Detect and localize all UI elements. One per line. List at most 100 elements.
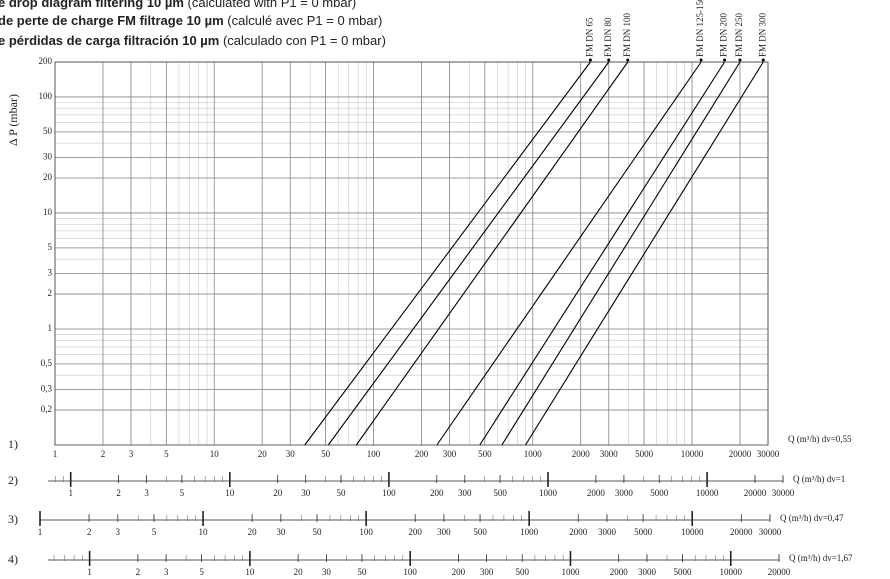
- series-line: [355, 61, 629, 446]
- y-tick-label: 0,2: [41, 404, 52, 414]
- scale-tick-label: 3000: [638, 567, 657, 577]
- scale-tick-label: 200: [430, 488, 444, 498]
- series-label: FM DN 100: [622, 12, 632, 57]
- scale-tick-label: 30: [301, 488, 311, 498]
- series-label: FM DN 80: [603, 17, 613, 57]
- y-tick-label: 1: [48, 323, 53, 333]
- series-line: [525, 61, 764, 446]
- y-tick-label: 5: [48, 242, 53, 252]
- series-label: FM DN 65: [584, 17, 594, 57]
- y-tick-label: 0,5: [41, 358, 53, 368]
- series-line: [304, 61, 591, 446]
- title-line: de perte de charge FM filtrage 10 µm (ca…: [0, 13, 382, 28]
- scale-tick-label: 5000: [673, 567, 692, 577]
- title-line: e pérdidas de carga filtración 10 µm (ca…: [0, 33, 386, 48]
- scale-tick-label: 5000: [634, 527, 653, 537]
- x-tick-label: 20: [258, 449, 268, 459]
- y-tick-label: 30: [43, 152, 53, 162]
- x-tick-label: 20000: [729, 449, 752, 459]
- y-tick-label: 100: [39, 91, 53, 101]
- scale-tick-label: 5: [199, 567, 204, 577]
- scale-tick-label: 50: [337, 488, 347, 498]
- title-bold: e pérdidas de carga filtración 10 µm: [0, 33, 219, 48]
- scale-tick-label: 1: [38, 527, 43, 537]
- series-line: [501, 61, 741, 446]
- scale-tick-label: 1000: [561, 567, 580, 577]
- scale-tick-label: 500: [473, 527, 487, 537]
- scale-tick-label: 3: [164, 567, 169, 577]
- axis-row-label: 4): [8, 552, 18, 566]
- plot-frame: [54, 61, 769, 446]
- axis-row-label: 1): [8, 437, 18, 451]
- y-tick-label: 2: [48, 288, 53, 298]
- scale-tick-label: 200: [452, 567, 466, 577]
- scale-unit: Q (m³/h) dv=1,67: [789, 553, 853, 563]
- x-tick-label: 1: [53, 449, 58, 459]
- scale-tick-label: 50: [313, 527, 323, 537]
- x-tick-label: 5000: [635, 449, 654, 459]
- scale-tick-label: 10000: [719, 567, 742, 577]
- x-tick-label: 10000: [681, 449, 704, 459]
- scale-tick-label: 1000: [539, 488, 558, 498]
- series-line: [436, 61, 702, 446]
- scale-tick-label: 10000: [696, 488, 719, 498]
- x-tick-label: 2000: [572, 449, 591, 459]
- scale-tick-label: 500: [515, 567, 529, 577]
- series-marker: [588, 58, 592, 62]
- scale-unit: Q (m³/h) dv=1: [793, 474, 845, 484]
- y-tick-label: 3: [48, 268, 53, 278]
- x-tick-label: 50: [321, 449, 331, 459]
- scale-tick-label: 20000: [744, 488, 767, 498]
- scale-tick-label: 20000: [768, 567, 791, 577]
- x-tick-label: 30000: [757, 449, 780, 459]
- scale-tick-label: 3000: [615, 488, 634, 498]
- x-tick-label: 1000: [524, 449, 543, 459]
- title-bold: de perte de charge FM filtrage 10 µm: [0, 13, 224, 28]
- series-label: FM DN 200: [719, 12, 729, 57]
- x-tick-label: 30: [286, 449, 296, 459]
- series-label: FM DN 300: [757, 12, 767, 57]
- scale-tick-label: 300: [458, 488, 472, 498]
- scale-tick-label: 300: [437, 527, 451, 537]
- x-tick-label: 3000: [600, 449, 619, 459]
- y-tick-label: 0,3: [41, 384, 53, 394]
- x-tick-label: 200: [415, 449, 429, 459]
- title-normal: (calculado con P1 = 0 mbar): [219, 33, 386, 48]
- scale-tick-label: 300: [480, 567, 494, 577]
- x-axis-unit: Q (m³/h) dv=0,55: [788, 434, 852, 444]
- scale-tick-label: 2: [87, 527, 92, 537]
- x-tick-label: 300: [443, 449, 457, 459]
- y-axis-label: Δ P (mbar): [6, 94, 20, 146]
- x-tick-label: 500: [478, 449, 492, 459]
- scale-tick-label: 200: [408, 527, 422, 537]
- scale-tick-label: 1: [87, 567, 92, 577]
- y-tick-label: 20: [43, 172, 53, 182]
- x-tick-label: 2: [101, 449, 106, 459]
- series-marker: [626, 58, 630, 62]
- scale-tick-label: 500: [493, 488, 507, 498]
- scale-tick-label: 2: [136, 567, 141, 577]
- scale-tick-label: 10: [225, 488, 235, 498]
- y-tick-label: 50: [43, 126, 53, 136]
- series-marker: [607, 58, 611, 62]
- title-normal: (calculé avec P1 = 0 mbar): [224, 13, 383, 28]
- y-tick-label: 200: [39, 56, 53, 66]
- scale-tick-label: 20000: [730, 527, 753, 537]
- scale-tick-label: 100: [382, 488, 396, 498]
- title-bold: e drop diagram filtering 10 µm: [0, 0, 184, 10]
- scale-tick-label: 5000: [650, 488, 669, 498]
- scale-tick-label: 5: [152, 527, 157, 537]
- title-line: e drop diagram filtering 10 µm (calculat…: [0, 0, 356, 10]
- series-line: [327, 61, 610, 446]
- series-marker: [738, 58, 742, 62]
- scale-tick-label: 20: [273, 488, 283, 498]
- scale-tick-label: 10000: [681, 527, 704, 537]
- title-normal: (calculated with P1 = 0 mbar): [184, 0, 356, 10]
- scale-tick-label: 1: [68, 488, 73, 498]
- scale-tick-label: 10: [199, 527, 209, 537]
- series-marker: [723, 58, 727, 62]
- scale-tick-label: 2000: [569, 527, 588, 537]
- scale-tick-label: 5: [180, 488, 185, 498]
- series-label: FM DN 125-150: [695, 0, 705, 57]
